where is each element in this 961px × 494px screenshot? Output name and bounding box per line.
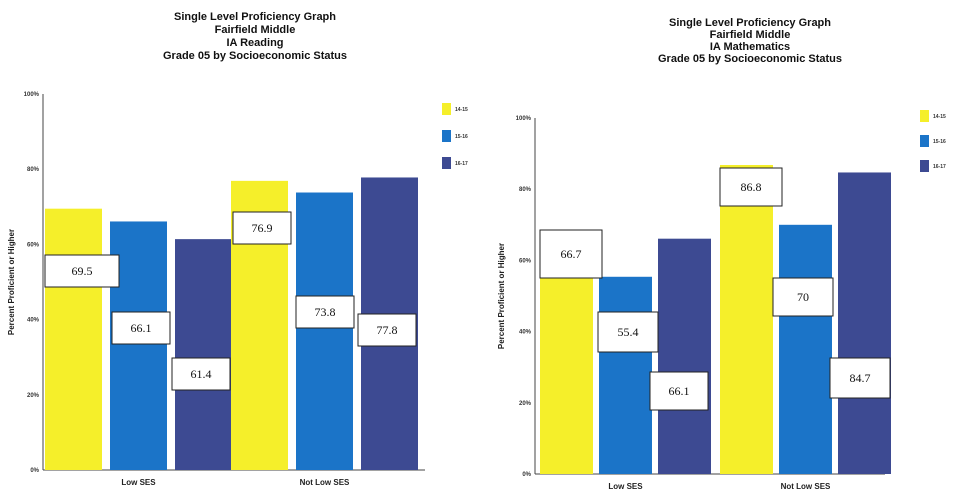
math-chart-panel: Single Level Proficiency Graph Fairfield … [480,0,961,494]
reading-legend-label-16-17: 16-17 [455,161,468,167]
reading-data-label-box [232,211,292,245]
reading-data-label: 77.8 [377,323,398,337]
math-legend-swatch-15-16 [920,135,929,147]
reading-data-label-box [357,313,417,347]
math-data-label-box [539,229,603,279]
math-data-label-box [719,167,783,207]
reading-ytick-label: 20% [27,393,40,399]
reading-bar-low-ses-14-15 [45,208,102,470]
math-legend-label-15-16: 15-16 [933,139,946,145]
reading-ytick-label: 80% [27,167,40,173]
math-legend-swatch-16-17 [920,160,929,172]
math-ytick-label: 0% [522,472,531,478]
reading-title-line-2: Fairfield Middle [215,24,296,36]
math-title-line-2: Fairfield Middle [710,29,791,41]
reading-ytick-label: 100% [24,92,40,98]
reading-data-label-box [171,357,231,391]
math-ytick-label: 60% [519,258,532,264]
reading-data-label: 76.9 [252,221,273,235]
math-category-label: Low SES [608,482,643,491]
math-data-label: 70 [797,290,809,304]
reading-chart: Single Level Proficiency GraphFairfield … [7,11,468,487]
reading-data-label: 66.1 [131,321,152,335]
math-legend-swatch-14-15 [920,110,929,122]
math-ytick-label: 40% [519,330,532,336]
math-legend-label-16-17: 16-17 [933,164,946,170]
math-bar-low-ses-14-15 [540,276,593,474]
reading-data-label: 69.5 [72,264,93,278]
math-data-label-box [597,311,659,353]
math-bar-low-ses-15-16 [599,276,652,474]
reading-category-label: Low SES [121,478,156,487]
math-title-line-4: Grade 05 by Socioeconomic Status [658,53,842,65]
math-category-label: Not Low SES [781,482,831,491]
math-data-label: 66.7 [561,247,582,261]
reading-title-line-4: Grade 05 by Socioeconomic Status [163,50,347,62]
math-title-line-3: IA Mathematics [710,41,790,53]
reading-y-axis-label: Percent Proficient or Higher [7,229,16,335]
reading-ytick-label: 60% [27,242,40,248]
math-data-label: 66.1 [669,384,690,398]
reading-title-line-3: IA Reading [226,37,283,49]
reading-legend-swatch-15-16 [442,130,451,142]
reading-legend-swatch-14-15 [442,103,451,115]
reading-data-label-box [44,254,120,288]
reading-category-label: Not Low SES [300,478,350,487]
reading-chart-panel: Single Level Proficiency Graph Fairfield … [0,0,480,494]
reading-title-line-1: Single Level Proficiency Graph [174,11,336,23]
math-y-axis-label: Percent Proficient or Higher [497,243,506,349]
reading-ytick-label: 0% [30,468,39,474]
math-data-label-box [649,371,709,411]
math-data-label-box [829,357,891,399]
math-data-label: 86.8 [741,180,762,194]
math-bar-low-ses-16-17 [658,238,711,474]
math-bar-not-low-ses-15-16 [779,224,832,474]
math-data-label-box [772,277,834,317]
reading-ytick-label: 40% [27,318,40,324]
reading-bar-low-ses-16-17 [175,239,232,470]
math-title-line-1: Single Level Proficiency Graph [669,17,831,29]
reading-legend-swatch-16-17 [442,157,451,169]
reading-data-label: 73.8 [315,305,336,319]
math-legend-label-14-15: 14-15 [933,114,946,120]
math-bar-not-low-ses-14-15 [720,164,773,474]
math-bar-not-low-ses-16-17 [838,172,891,474]
reading-legend-label-15-16: 15-16 [455,134,468,140]
math-data-label: 55.4 [618,325,639,339]
math-ytick-label: 80% [519,187,532,193]
math-data-label: 84.7 [850,371,871,385]
math-ytick-label: 100% [516,116,532,122]
reading-bar-not-low-ses-15-16 [296,192,353,470]
math-chart: Single Level Proficiency GraphFairfield … [497,17,946,491]
reading-data-label-box [111,311,171,345]
reading-legend-label-14-15: 14-15 [455,107,468,113]
reading-data-label-box [295,295,355,329]
reading-data-label: 61.4 [191,367,212,381]
math-ytick-label: 20% [519,401,532,407]
